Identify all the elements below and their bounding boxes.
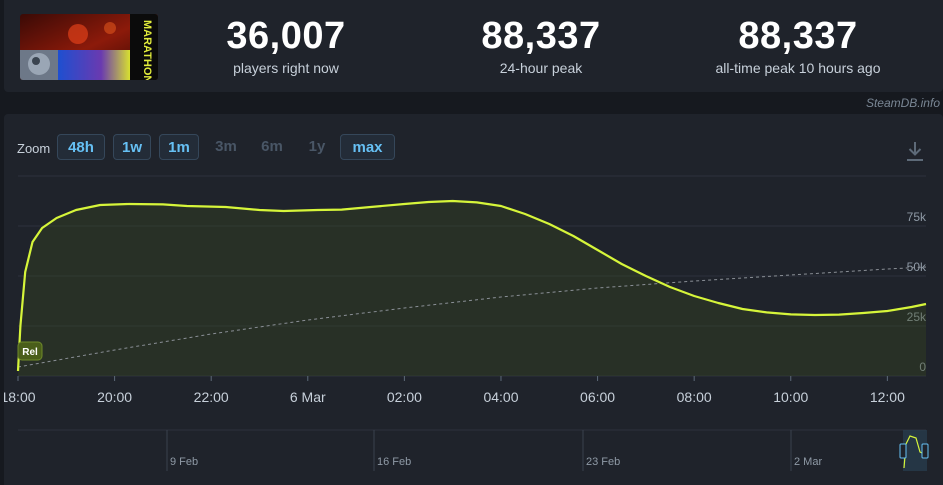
x-tick-label: 02:00 [387, 389, 422, 405]
zoom-max-button[interactable]: max [340, 134, 395, 160]
peak-24h-stat: 88,337 24-hour peak [426, 14, 656, 76]
download-icon[interactable] [905, 140, 925, 162]
rel-badge-label[interactable]: Rel [22, 347, 38, 358]
y-tick-label: 50k [907, 260, 927, 274]
peak-24h-value: 88,337 [481, 15, 601, 57]
navigator-date-label: 16 Feb [377, 456, 411, 468]
current-players-value: 36,007 [226, 15, 346, 57]
all-time-peak-label: all-time peak 10 hours ago [715, 60, 881, 76]
navigator-date-label: 9 Feb [170, 456, 198, 468]
zoom-48h-button[interactable]: 48h [57, 134, 105, 160]
zoom-1w-button[interactable]: 1w [113, 134, 151, 160]
x-tick-label: 6 Mar [290, 389, 326, 405]
series-players-area [18, 201, 926, 376]
peak-24h-label: 24-hour peak [499, 60, 583, 76]
all-time-peak-stat: 88,337 all-time peak 10 hours ago [683, 14, 913, 76]
y-tick-label: 0 [919, 360, 926, 374]
y-tick-label: 75k [907, 210, 927, 224]
stats-panel: MARATHON 36,007 players right now 88,337… [4, 0, 943, 92]
x-tick-label: 12:00 [870, 389, 905, 405]
x-tick-label: 18:00 [4, 389, 36, 405]
current-players-label: players right now [233, 60, 339, 76]
steamdb-credit[interactable]: SteamDB.info [865, 96, 940, 110]
zoom-label: Zoom [17, 141, 51, 156]
zoom-1y-button: 1y [308, 138, 326, 155]
x-tick-label: 20:00 [97, 389, 132, 405]
game-logo-text: MARATHON [141, 20, 153, 80]
navigator-date-label: 23 Feb [586, 456, 620, 468]
navigator-handle-left[interactable] [899, 443, 907, 459]
game-logo-art: MARATHON [20, 14, 158, 80]
navigator-handle-right[interactable] [921, 443, 929, 459]
zoom-1m-button[interactable]: 1m [159, 134, 199, 160]
all-time-peak-value: 88,337 [738, 15, 858, 57]
navigator-date-label: 2 Mar [794, 456, 822, 468]
series-players-line [16, 199, 927, 372]
zoom-3m-button: 3m [215, 138, 237, 155]
current-players-stat: 36,007 players right now [171, 14, 401, 76]
x-tick-label: 06:00 [580, 389, 615, 405]
rel-badge[interactable] [17, 341, 43, 361]
player-count-chart: 0 25k 50k 75k 18:00 20:00 22:00 6 Mar 02:00 04:00… [4, 175, 929, 471]
x-tick-label: 10:00 [773, 389, 808, 405]
game-logo[interactable]: MARATHON [20, 14, 158, 80]
zoom-6m-button: 6m [261, 138, 283, 155]
x-tick-label: 08:00 [677, 389, 712, 405]
y-tick-label: 25k [907, 310, 927, 324]
series-trend-line [17, 266, 927, 368]
x-tick-label: 04:00 [483, 389, 518, 405]
chart-panel: 0 25k 50k 75k 18:00 20:00 22:00 6 Mar 02:00 04:00… [4, 114, 943, 485]
x-tick-label: 22:00 [194, 389, 229, 405]
